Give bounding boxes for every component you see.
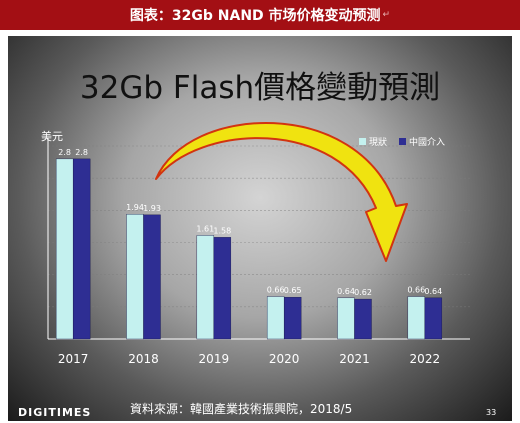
bar-china bbox=[143, 214, 161, 340]
bar-china bbox=[283, 296, 302, 340]
bar-current bbox=[55, 158, 74, 340]
legend: 現狀 中國介入 bbox=[359, 135, 457, 148]
legend-item-china: 中國介入 bbox=[399, 135, 445, 148]
legend-swatch-china bbox=[399, 138, 407, 145]
data-label: 1.94 bbox=[126, 203, 144, 212]
data-label: 1.61 bbox=[196, 224, 214, 233]
data-label: 0.64 bbox=[424, 287, 442, 296]
x-tick-label: 2020 bbox=[269, 352, 300, 366]
caption-text: 图表：32Gb NAND 市场价格变动预测 bbox=[129, 8, 381, 24]
bar-current bbox=[337, 297, 355, 340]
x-tick-label: 2021 bbox=[339, 352, 370, 366]
y-axis-unit: 美元 bbox=[41, 130, 63, 143]
slide: 32Gb Flash價格變動預測 2.8 2.8 2017 1.94 1.93 2018 1… bbox=[8, 36, 512, 421]
legend-label-china: 中國介入 bbox=[409, 138, 446, 148]
data-label: 0.64 bbox=[337, 287, 355, 296]
x-tick-label: 2017 bbox=[58, 352, 89, 366]
data-label: 0.65 bbox=[284, 286, 302, 295]
data-label: 1.58 bbox=[213, 226, 231, 235]
trend-arrow-icon bbox=[155, 122, 408, 262]
bar-current bbox=[196, 235, 215, 340]
data-label: 0.62 bbox=[354, 288, 372, 297]
bar-china bbox=[72, 158, 91, 340]
bar-china bbox=[424, 297, 443, 340]
legend-label-current: 現狀 bbox=[369, 138, 388, 148]
source-note: 資料來源：韓國產業技術振興院，2018/5 bbox=[130, 402, 353, 416]
legend-item-current: 現狀 bbox=[359, 135, 387, 148]
data-label: 2.8 bbox=[58, 148, 71, 157]
bar-current bbox=[407, 296, 426, 340]
bar-china bbox=[213, 237, 232, 340]
bar-current bbox=[126, 213, 144, 340]
return-mark-icon: ↵ bbox=[382, 10, 391, 20]
digitimes-logo: DIGITIMES bbox=[18, 406, 92, 419]
data-label: 0.66 bbox=[407, 286, 425, 295]
data-label: 2.8 bbox=[75, 148, 88, 157]
x-tick-label: 2018 bbox=[128, 352, 159, 366]
bar-current bbox=[266, 296, 285, 340]
legend-swatch-current bbox=[359, 138, 366, 145]
data-label: 1.93 bbox=[143, 204, 161, 213]
x-tick-label: 2019 bbox=[199, 352, 230, 366]
page-number: 33 bbox=[486, 408, 497, 417]
slide-title: 32Gb Flash價格變動預測 bbox=[79, 70, 441, 106]
data-label: 0.66 bbox=[267, 286, 285, 295]
bar-china bbox=[354, 298, 372, 340]
figure-caption: 图表：32Gb NAND 市场价格变动预测 ↵ bbox=[0, 0, 520, 30]
x-tick-label: 2022 bbox=[410, 352, 441, 366]
